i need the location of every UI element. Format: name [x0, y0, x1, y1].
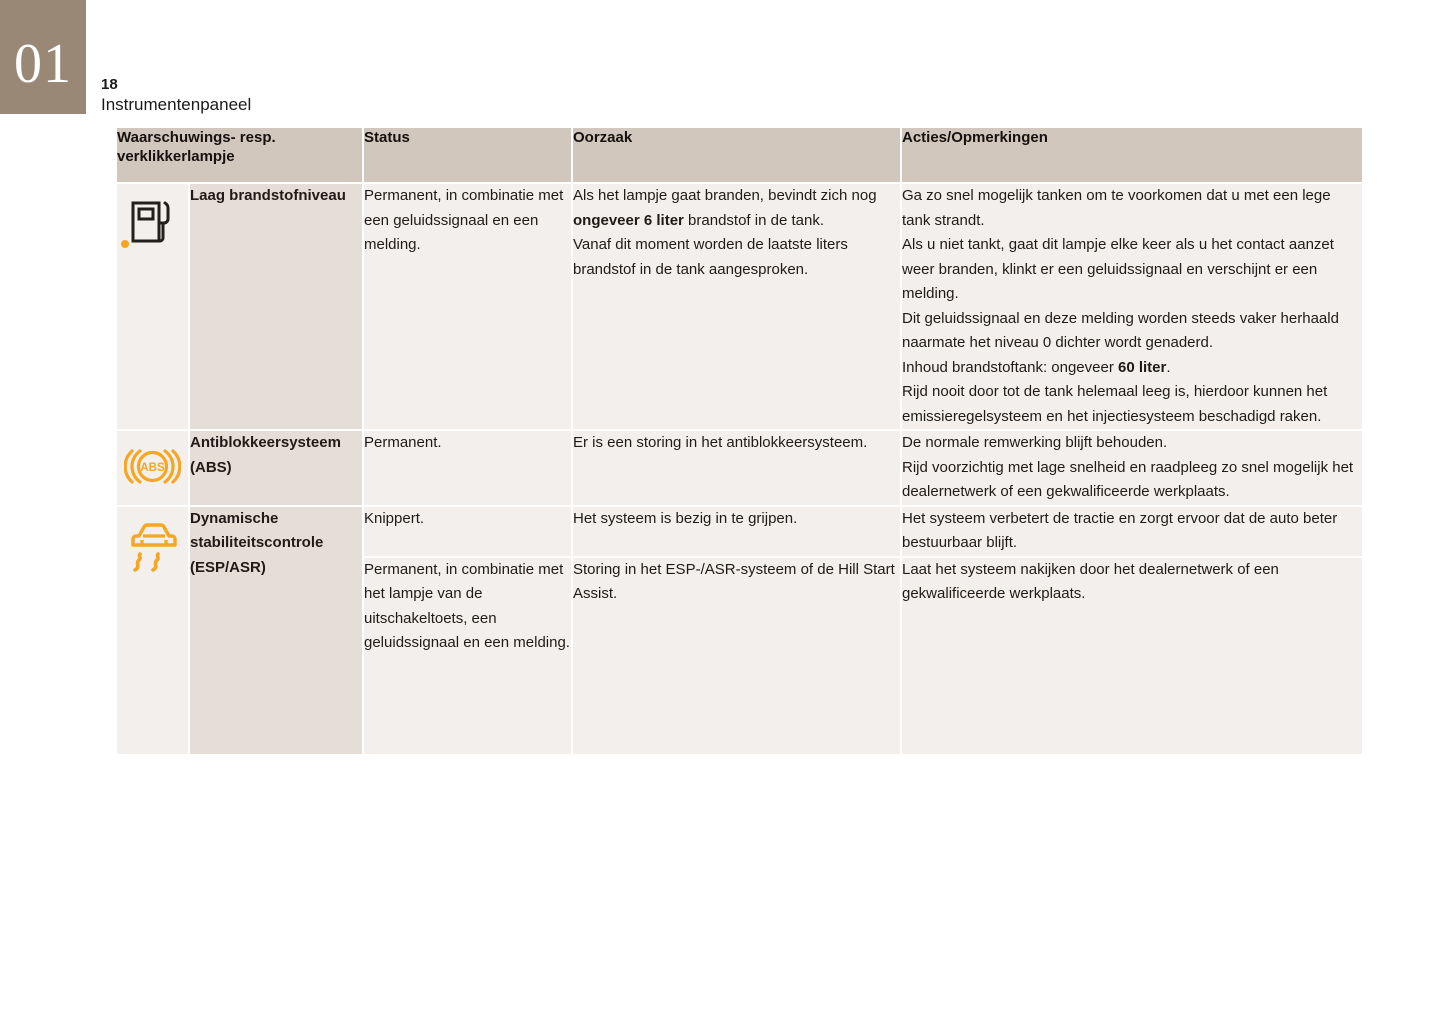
lamp-cause-fuel: Als het lampje gaat branden, bevindt zic… [573, 184, 900, 429]
lamp-cause-esp-1: Het systeem is bezig in te grijpen. [573, 506, 900, 556]
subrow-separator [117, 555, 1362, 558]
lamp-status-fuel: Permanent, in combinatie met een geluids… [364, 184, 571, 429]
lamp-name-fuel: Laag brandstofniveau [190, 184, 362, 429]
chapter-tab: 01 [0, 0, 86, 114]
lamp-actions-abs: De normale remwerking blijft behouden. R… [902, 431, 1362, 505]
column-header-lamp: Waarschuwings- resp. verklikkerlampje [117, 128, 362, 182]
table-header-row: Waarschuwings- resp. verklikkerlampje St… [117, 128, 1362, 182]
lamp-name-esp: Dynamische stabiliteitscontrole (ESP/ASR… [190, 506, 362, 754]
column-header-cause: Oorzaak [573, 128, 900, 182]
table-row: Laag brandstofniveau Permanent, in combi… [117, 184, 1362, 429]
lamp-status-esp-1: Knippert. [364, 506, 571, 556]
page-header: 18 Instrumentenpaneel [101, 76, 251, 115]
lamp-cause-abs: Er is een storing in het antiblokkeersys… [573, 431, 900, 505]
column-header-status: Status [364, 128, 571, 182]
lamp-cause-esp-2: Storing in het ESP-/ASR-systeem of de Hi… [573, 557, 900, 754]
warning-lamps-table: Waarschuwings- resp. verklikkerlampje St… [115, 128, 1364, 754]
lamp-actions-esp-1: Het systeem verbetert de tractie en zorg… [902, 506, 1362, 556]
esp-asr-icon [129, 517, 179, 578]
page-number: 18 [101, 76, 118, 93]
lamp-icon-cell-fuel [117, 184, 188, 429]
abs-icon: ABS [123, 443, 182, 495]
lamp-actions-fuel: Ga zo snel mogelijk tanken om te voorkom… [902, 184, 1362, 429]
svg-text:ABS: ABS [140, 462, 165, 474]
chapter-number: 01 [14, 33, 72, 95]
table-row: Permanent, in combinatie met het lampje … [117, 557, 1362, 754]
lamp-status-esp-2: Permanent, in combinatie met het lampje … [364, 557, 571, 754]
lamp-actions-esp-2: Laat het systeem nakijken door het deale… [902, 557, 1362, 754]
lamp-status-abs: Permanent. [364, 431, 571, 505]
table-row: Dynamische stabiliteitscontrole (ESP/ASR… [117, 506, 1362, 754]
lamp-icon-cell-abs: ABS [117, 431, 188, 505]
page-section-title: Instrumentenpaneel [101, 95, 252, 114]
fuel-pump-icon [128, 198, 176, 251]
table-row: ABS Antiblokkeersysteem (ABS) Permanent.… [117, 431, 1362, 505]
warning-dot-icon [121, 240, 129, 248]
column-header-actions: Acties/Opmerkingen [902, 128, 1362, 182]
lamp-icon-cell-esp [117, 506, 188, 754]
lamp-name-abs: Antiblokkeersysteem (ABS) [190, 431, 362, 505]
